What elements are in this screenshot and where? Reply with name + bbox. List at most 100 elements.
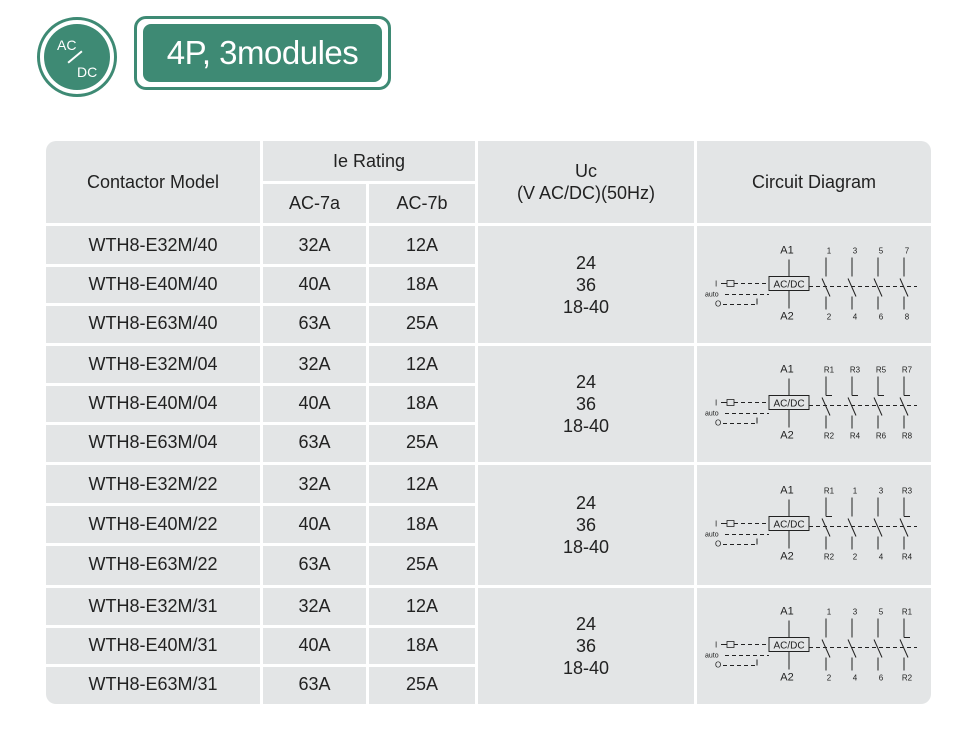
uc-value: 18-40 bbox=[562, 415, 610, 436]
nc-contact-blade bbox=[847, 397, 857, 416]
terminal-bottom-label: R2 bbox=[824, 553, 835, 562]
terminal-bottom-label: 4 bbox=[853, 674, 858, 683]
column-divider bbox=[475, 141, 478, 704]
page-title: 4P, 3modules bbox=[143, 24, 382, 82]
header-divider bbox=[46, 223, 931, 226]
terminal-bottom-label: A2 bbox=[780, 551, 793, 563]
switch-i-label: I bbox=[715, 520, 717, 529]
cell-ac7a: 40A bbox=[298, 635, 331, 655]
cell-ac7b: 12A bbox=[405, 473, 439, 494]
cell-ac7b: 12A bbox=[405, 235, 439, 255]
cell-ac7a: 32A bbox=[298, 473, 331, 494]
cell-ac7b: 25A bbox=[405, 432, 439, 452]
coil-label: AC/DC bbox=[773, 520, 804, 531]
no-contact-blade bbox=[847, 518, 857, 537]
nc-contact-blade bbox=[899, 518, 909, 537]
no-contact-blade bbox=[873, 518, 883, 537]
switch-o-label: O bbox=[715, 540, 721, 549]
cell-ac7a: 32A bbox=[298, 354, 331, 374]
cell-model: WTH8-E40M/40 bbox=[88, 274, 218, 294]
nc-contact-blade bbox=[873, 397, 883, 416]
cell-ac7a: 40A bbox=[298, 513, 331, 534]
group-divider bbox=[46, 585, 931, 588]
p-box bbox=[726, 520, 735, 527]
cell-ac7a: 63A bbox=[298, 313, 331, 333]
terminal-bottom-label: R6 bbox=[876, 432, 887, 441]
header-uc: Uc (V AC/DC)(50Hz) bbox=[478, 141, 694, 223]
auto-label: auto bbox=[705, 411, 719, 418]
terminal-bottom-label: 4 bbox=[853, 313, 858, 322]
switch-i-label: I bbox=[715, 641, 717, 650]
nc-contact-blade bbox=[899, 639, 909, 658]
cell-model: WTH8-E32M/22 bbox=[88, 473, 218, 494]
cell-ac7b: 25A bbox=[405, 674, 439, 694]
title-frame: 4P, 3modules bbox=[134, 16, 391, 90]
nc-contact-blade bbox=[899, 397, 909, 416]
cell-uc: 24 36 18-40 bbox=[478, 464, 694, 585]
nc-contact-blade bbox=[821, 397, 831, 416]
cell-ac7b: 18A bbox=[405, 513, 439, 534]
switch-o-label: O bbox=[715, 419, 721, 428]
terminal-bottom-label: 2 bbox=[827, 313, 832, 322]
group-divider bbox=[46, 343, 931, 346]
auto-label: auto bbox=[705, 532, 719, 539]
coil-label: AC/DC bbox=[773, 399, 804, 410]
cell-uc: 24 36 18-40 bbox=[478, 587, 694, 704]
cell-ac7a: 63A bbox=[298, 674, 331, 694]
cell-model: WTH8-E32M/31 bbox=[88, 596, 218, 616]
terminal-top-label: 3 bbox=[879, 487, 884, 496]
switch-i-label: I bbox=[715, 399, 717, 408]
column-divider bbox=[260, 141, 263, 704]
terminal-bottom-label: R2 bbox=[824, 432, 835, 441]
coil-label: AC/DC bbox=[773, 641, 804, 652]
no-contact-blade bbox=[847, 639, 857, 658]
auto-label: auto bbox=[705, 653, 719, 660]
uc-value: 24 bbox=[575, 371, 597, 392]
cell-ac7b: 18A bbox=[405, 393, 439, 413]
terminal-top-label: R3 bbox=[902, 487, 913, 496]
terminal-top-label: R1 bbox=[824, 487, 835, 496]
cell-model: WTH8-E40M/31 bbox=[88, 635, 218, 655]
terminal-top-label: 3 bbox=[853, 247, 858, 256]
cell-ac7a: 40A bbox=[298, 274, 331, 294]
terminal-bottom-label: A2 bbox=[780, 311, 793, 323]
terminal-bottom-label: 6 bbox=[879, 674, 884, 683]
cell-uc: 24 36 18-40 bbox=[478, 345, 694, 462]
uc-value: 36 bbox=[575, 635, 597, 656]
uc-value: 18-40 bbox=[562, 536, 610, 557]
cell-model: WTH8-E63M/22 bbox=[88, 554, 218, 575]
no-contact-blade bbox=[821, 278, 831, 297]
terminal-bottom-label: 6 bbox=[879, 313, 884, 322]
no-contact-blade bbox=[847, 278, 857, 297]
switch-i-label: I bbox=[715, 280, 717, 289]
column-divider bbox=[366, 184, 369, 704]
uc-value: 24 bbox=[575, 492, 597, 513]
cell-ac7b: 25A bbox=[405, 554, 439, 575]
terminal-top-label: 7 bbox=[905, 247, 910, 256]
cell-model: WTH8-E40M/22 bbox=[88, 513, 218, 534]
cell-model: WTH8-E63M/40 bbox=[88, 313, 218, 333]
terminal-top-label: 1 bbox=[853, 487, 858, 496]
p-box bbox=[726, 280, 735, 287]
terminal-bottom-label: R8 bbox=[902, 432, 913, 441]
terminal-top-label: 3 bbox=[853, 608, 858, 617]
terminal-top-label: A1 bbox=[780, 606, 793, 618]
terminal-top-label: A1 bbox=[780, 364, 793, 376]
cell-model: WTH8-E63M/31 bbox=[88, 674, 218, 694]
rating-subheader-divider bbox=[263, 181, 475, 184]
cell-model: WTH8-E32M/40 bbox=[88, 235, 218, 255]
no-contact-blade bbox=[821, 639, 831, 658]
header-uc-line2: (V AC/DC)(50Hz) bbox=[516, 183, 655, 203]
terminal-bottom-label: 4 bbox=[879, 553, 884, 562]
no-contact-blade bbox=[899, 278, 909, 297]
cell-uc: 24 36 18-40 bbox=[478, 226, 694, 343]
terminal-top-label: 5 bbox=[879, 608, 884, 617]
terminal-top-label: 1 bbox=[827, 608, 832, 617]
terminal-top-label: 5 bbox=[879, 247, 884, 256]
cell-model: WTH8-E63M/04 bbox=[88, 432, 218, 452]
terminal-bottom-label: A2 bbox=[780, 430, 793, 442]
header-uc-line1: Uc bbox=[575, 161, 597, 181]
uc-value: 36 bbox=[575, 274, 597, 295]
